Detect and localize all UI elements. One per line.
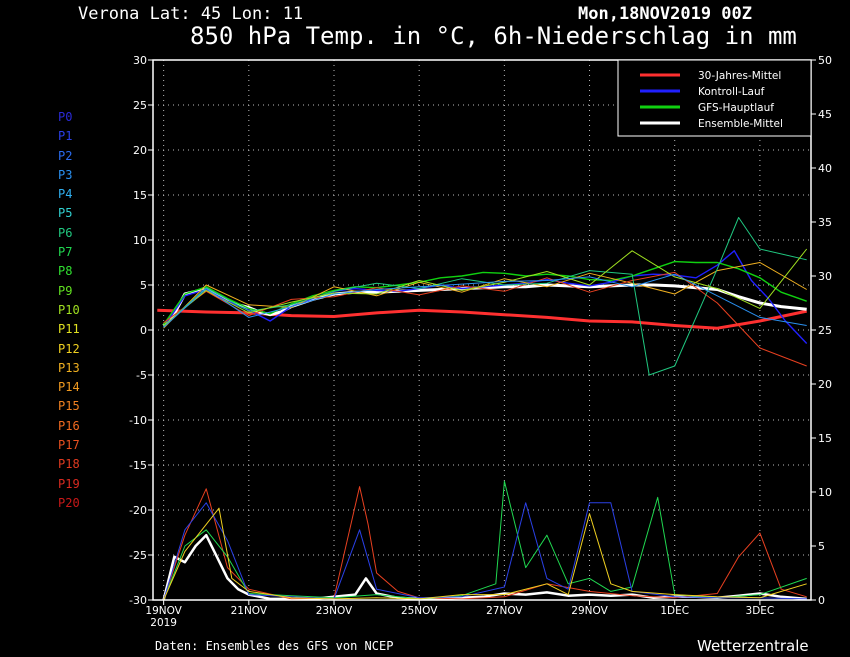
right-tick-label: 40 (818, 162, 832, 175)
member-label-p15: P15 (58, 399, 80, 414)
axes: 302520151050-5-10-15-20-25-3050454035302… (129, 54, 832, 629)
series-precip-spread-1 (163, 486, 807, 600)
member-label-p5: P5 (58, 206, 73, 221)
legend-label: Ensemble-Mittel (698, 118, 783, 130)
x-tick-label: 21NOV (231, 605, 268, 617)
series-precip-spread-3 (163, 502, 807, 600)
x-tick-label: 25NOV (401, 605, 438, 617)
left-tick-label: 20 (133, 144, 147, 157)
member-label-p14: P14 (58, 380, 80, 395)
member-label-p16: P16 (58, 418, 80, 433)
left-tick-label: -30 (129, 594, 147, 607)
run-date-label: Mon,18NOV2019 00Z (578, 4, 752, 24)
member-label-p13: P13 (58, 360, 80, 375)
series-gfs-hauptlauf (163, 260, 807, 325)
left-tick-label: 10 (133, 234, 147, 247)
series-ensemble-spread-4 (163, 248, 808, 326)
legend-label: GFS-Hauptlauf (698, 102, 774, 114)
right-tick-label: 25 (818, 324, 832, 337)
right-tick-label: 50 (818, 54, 832, 67)
year-label: 2019 (150, 617, 177, 629)
x-tick-label: 3DEC (746, 605, 775, 617)
chart-title: 850 hPa Temp. in °C, 6h-Niederschlag in … (190, 22, 797, 50)
member-label-p2: P2 (58, 148, 73, 163)
location-label: Verona Lat: 45 Lon: 11 (78, 4, 304, 24)
member-label-p12: P12 (58, 341, 80, 356)
data-source-note: Daten: Ensembles des GFS von NCEP (155, 639, 394, 653)
x-tick-label: 29NOV (571, 605, 608, 617)
left-tick-label: -10 (129, 414, 147, 427)
left-tick-label: -15 (129, 459, 147, 472)
member-label-p17: P17 (58, 438, 80, 453)
member-label-p0: P0 (58, 110, 73, 124)
right-tick-label: 0 (818, 594, 825, 607)
member-label-p18: P18 (58, 457, 80, 472)
member-label-p6: P6 (58, 225, 73, 240)
right-tick-label: 45 (818, 108, 832, 121)
plot-frame (152, 59, 812, 601)
member-label-p20: P20 (58, 495, 80, 510)
series-precip-spread-2 (163, 480, 807, 600)
member-list: P0 P1 P2 P3 P4 P5 P6 P7 P8 P9 P10 P11 P12 P13 P14 P15 P1… (58, 108, 80, 513)
grid (153, 60, 811, 600)
series-ensemble-mittel (162, 283, 807, 327)
left-tick-label: -25 (129, 549, 147, 562)
member-label-p3: P3 (58, 167, 73, 182)
right-tick-label: 5 (818, 540, 825, 553)
left-tick-label: 30 (133, 54, 147, 67)
x-tick-label: 27NOV (486, 605, 523, 617)
series-precip-spread-4 (163, 507, 807, 600)
member-label-p8: P8 (58, 264, 73, 279)
right-tick-label: 30 (818, 270, 832, 283)
right-tick-label: 15 (818, 432, 832, 445)
legend-label: Kontroll-Lauf (698, 86, 765, 98)
member-label-p9: P9 (58, 283, 73, 298)
series-ensemble-spread-5 (163, 273, 807, 328)
left-tick-label: 25 (133, 99, 147, 112)
left-tick-label: 0 (140, 324, 147, 337)
ensemble-chart: 302520151050-5-10-15-20-25-3050454035302… (129, 54, 832, 629)
left-tick-label: 5 (140, 279, 147, 292)
left-tick-label: 15 (133, 189, 147, 202)
member-label-p11: P11 (58, 322, 80, 337)
left-tick-label: -5 (136, 369, 147, 382)
series-kontroll-lauf (163, 250, 808, 344)
x-tick-label: 19NOV (145, 605, 182, 617)
series-precip-ensemble-mittel (162, 533, 807, 600)
member-label-p10: P10 (58, 302, 80, 317)
right-tick-label: 20 (818, 378, 832, 391)
series-ensemble-spread-3 (163, 217, 807, 376)
member-label-p7: P7 (58, 245, 73, 260)
series-lines (157, 217, 808, 600)
left-tick-label: -20 (129, 504, 147, 517)
legend: 30-Jahres-Mittel Kontroll-Lauf GFS-Hauptla… (617, 59, 812, 137)
member-label-p19: P19 (58, 476, 80, 491)
member-label-p1: P1 (58, 129, 73, 144)
brand-label: Wetterzentrale (697, 637, 809, 655)
x-tick-label: 1DEC (660, 605, 689, 617)
right-tick-label: 35 (818, 216, 832, 229)
right-tick-label: 10 (818, 486, 832, 499)
x-tick-label: 23NOV (316, 605, 353, 617)
legend-label: 30-Jahres-Mittel (698, 70, 781, 82)
member-label-p4: P4 (58, 187, 73, 202)
